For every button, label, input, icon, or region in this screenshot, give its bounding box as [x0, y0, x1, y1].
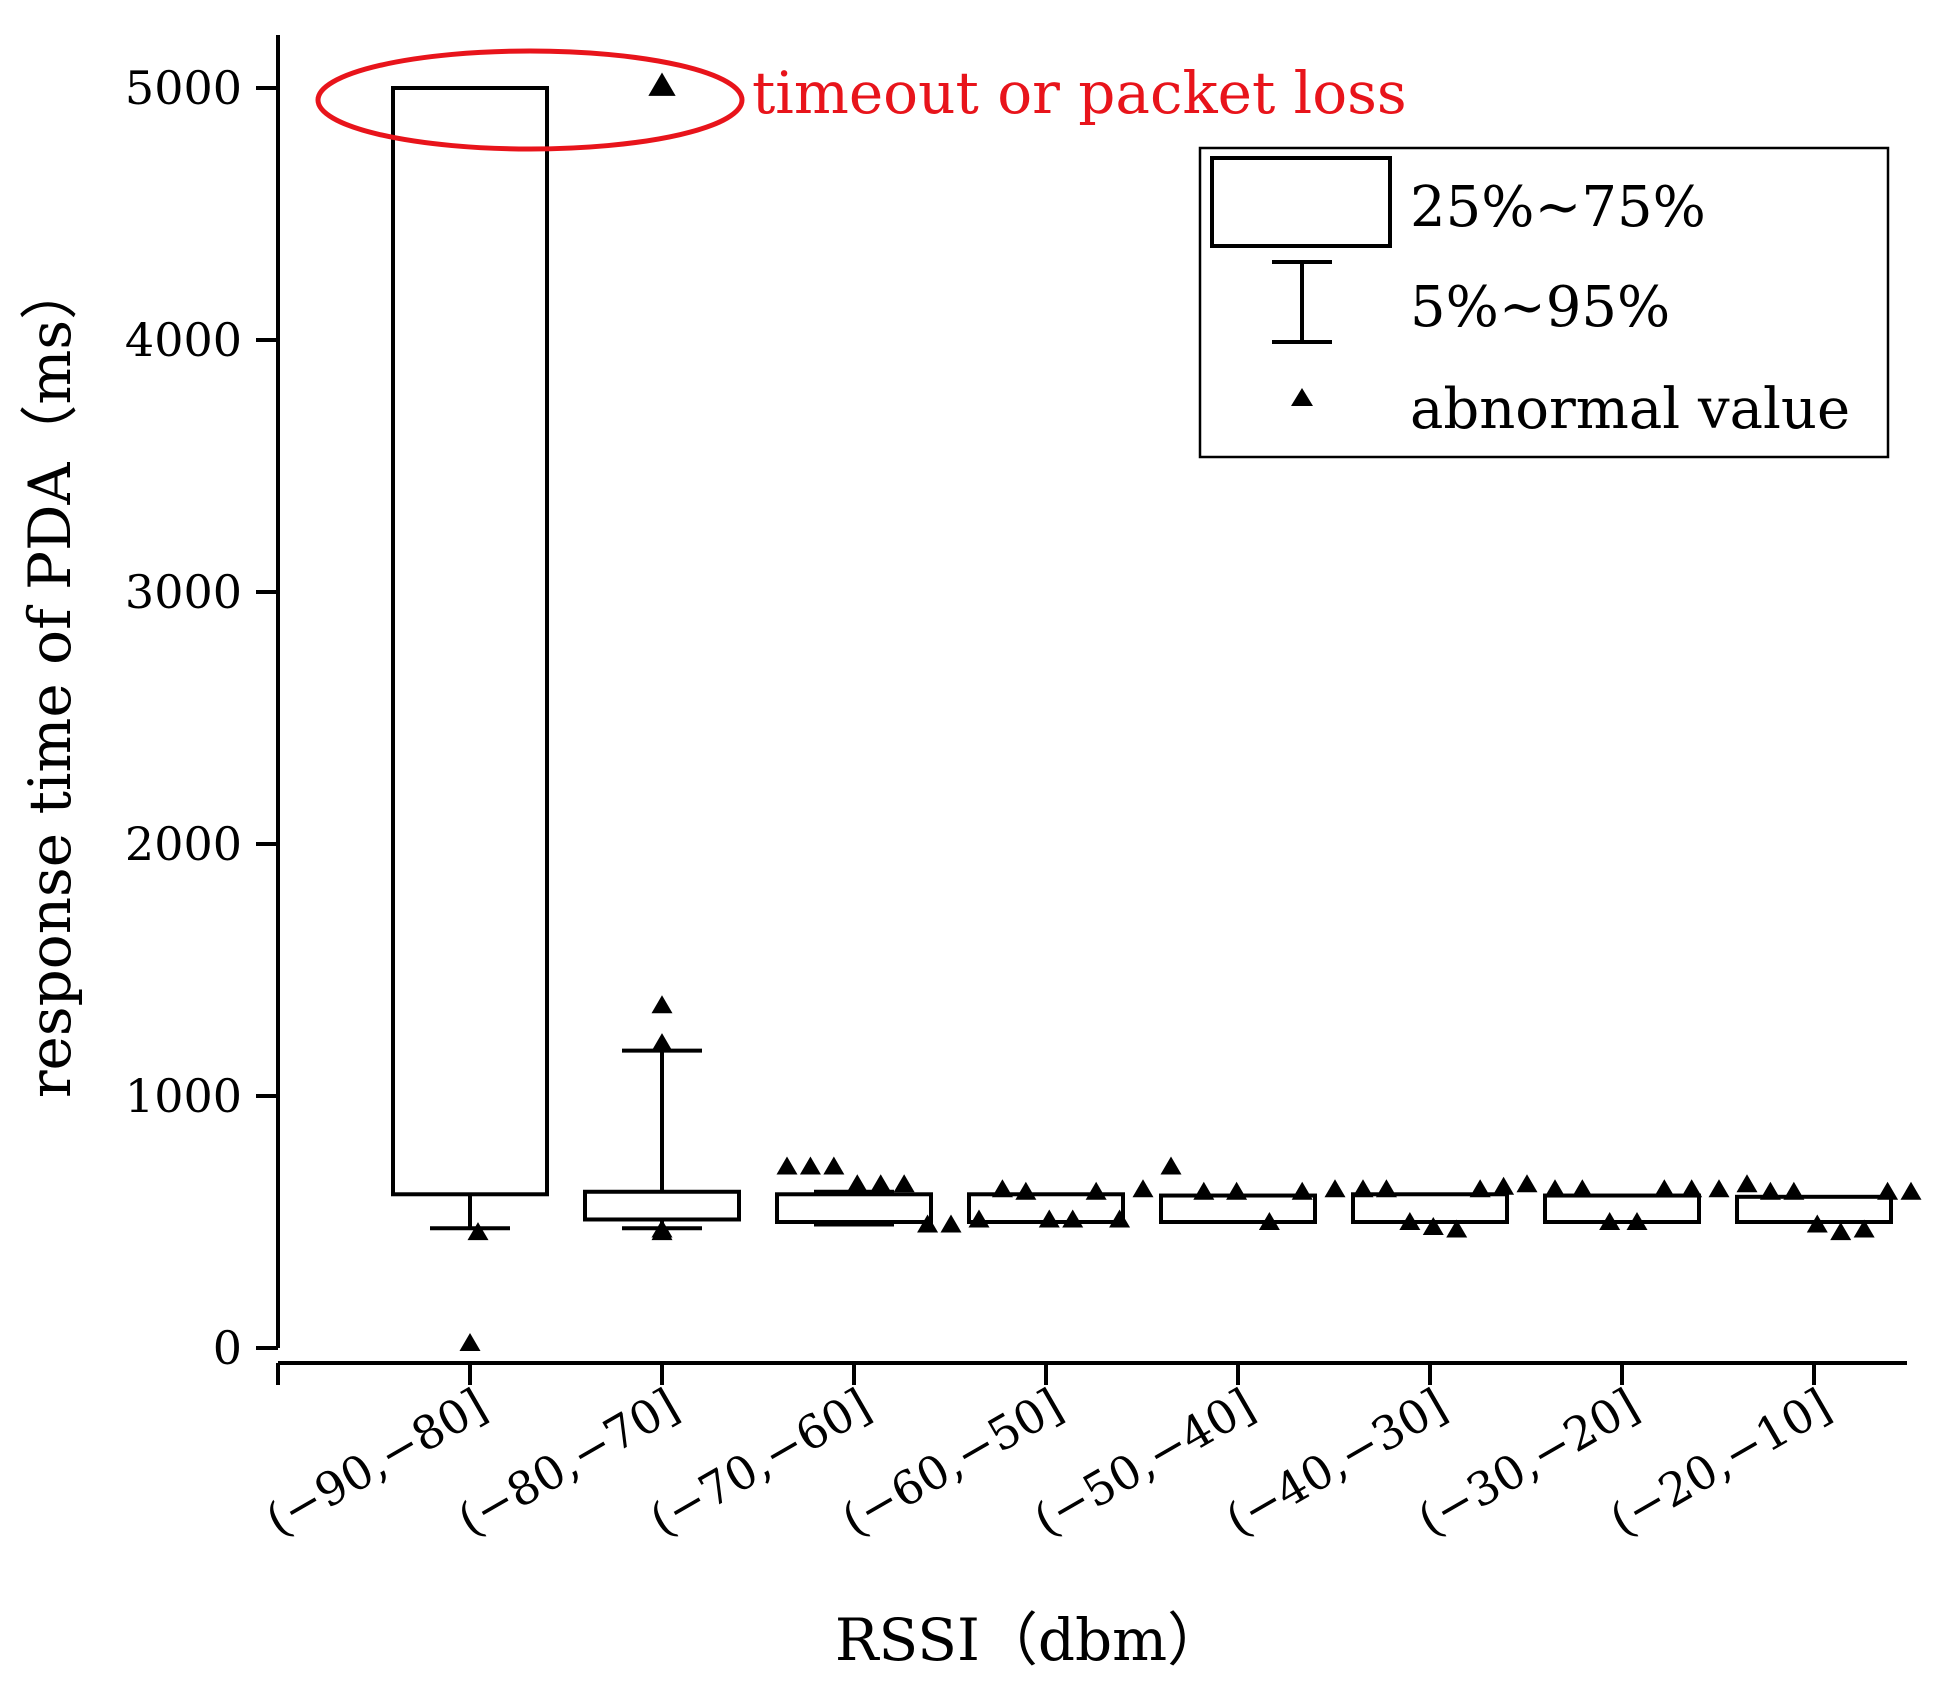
outlier-marker: [870, 1174, 892, 1193]
box-iqr: [1735, 1194, 1893, 1225]
outlier-marker: [823, 1156, 845, 1175]
y-tick-label: 1000: [125, 1069, 242, 1123]
outlier-marker: [1516, 1174, 1538, 1193]
y-tick-label: 2000: [125, 817, 242, 871]
outlier-marker: [1469, 1179, 1491, 1198]
outlier-marker: [1708, 1179, 1730, 1198]
legend-whisker-symbol: [1272, 260, 1332, 344]
outlier-marker: [1571, 1179, 1593, 1198]
legend-box-symbol: [1210, 156, 1392, 248]
box-group: [775, 1189, 933, 1227]
outlier-marker: [1160, 1156, 1182, 1175]
legend-label-abnormal: abnormal value: [1410, 377, 1850, 442]
box-group: [1159, 1193, 1317, 1225]
box-iqr: [583, 1189, 741, 1222]
outlier-marker: [459, 1332, 481, 1351]
outlier-marker: [1375, 1179, 1397, 1198]
outlier-marker: [799, 1156, 821, 1175]
legend-label-iqr: 25%~75%: [1410, 175, 1706, 240]
outlier-marker: [1783, 1181, 1805, 1200]
y-tick-label: 5000: [125, 61, 242, 115]
outlier-marker: [1258, 1212, 1280, 1230]
box-iqr: [1159, 1193, 1317, 1225]
outlier-marker: [917, 1214, 939, 1233]
outlier-marker: [651, 995, 673, 1014]
outlier-marker: [1062, 1209, 1084, 1228]
annotation-ellipse: [315, 48, 745, 152]
y-tick-label: 3000: [125, 565, 242, 619]
outlier-marker: [1853, 1219, 1875, 1238]
outlier-marker: [940, 1214, 962, 1233]
outlier-marker: [1493, 1176, 1515, 1195]
box-iqr: [1351, 1192, 1509, 1225]
y-tick-label: 0: [213, 1321, 242, 1375]
outlier-marker: [1626, 1212, 1648, 1230]
outlier-marker: [651, 1033, 673, 1052]
annotation-text: timeout or packet loss: [752, 59, 1407, 127]
outlier-marker: [1015, 1181, 1037, 1200]
box-iqr: [775, 1192, 933, 1225]
box-iqr: [391, 86, 549, 1197]
box-group: [583, 1048, 741, 1231]
outlier-marker: [1806, 1214, 1828, 1233]
outlier-marker: [1038, 1209, 1060, 1228]
outlier-marker: [1109, 1209, 1131, 1228]
box-group: [1351, 1192, 1509, 1225]
legend-label-range: 5%~95%: [1410, 275, 1670, 340]
boxes-layer: [391, 86, 1893, 1231]
outlier-marker: [1132, 1179, 1154, 1198]
outlier-marker: [648, 72, 676, 96]
outlier-marker: [1877, 1181, 1899, 1200]
legend: 25%~75% 5%~95% abnormal value: [1198, 146, 1890, 459]
outlier-marker: [1544, 1179, 1566, 1198]
outliers-layer: [459, 72, 1922, 1351]
outlier-marker: [1352, 1179, 1374, 1198]
legend-marker-symbol: [1291, 388, 1313, 406]
outlier-marker: [776, 1156, 798, 1175]
box-iqr: [1543, 1193, 1701, 1225]
outlier-marker: [1085, 1181, 1107, 1200]
x-tick-label: (−40,−30]: [1217, 1378, 1456, 1547]
outlier-marker: [1736, 1174, 1758, 1193]
outlier-marker: [1599, 1212, 1621, 1230]
x-axis-title: RSSI（dbm）: [835, 1606, 1225, 1674]
x-tick-label: (−90,−80]: [257, 1378, 496, 1547]
outlier-marker: [991, 1179, 1013, 1198]
outlier-marker: [467, 1222, 489, 1241]
outlier-marker: [1226, 1181, 1248, 1200]
x-tick-label: (−70,−60]: [641, 1378, 880, 1547]
x-tick-label: (−20,−10]: [1601, 1378, 1840, 1547]
x-tick-label: (−80,−70]: [449, 1378, 688, 1547]
x-tick-label: (−30,−20]: [1409, 1378, 1648, 1547]
y-axis-title: response time of PDA（ms）: [16, 262, 84, 1098]
box-group: [391, 86, 549, 1231]
outlier-marker: [1653, 1179, 1675, 1198]
outlier-marker: [1399, 1212, 1421, 1230]
outlier-marker: [651, 1222, 673, 1241]
x-tick-label: (−50,−40]: [1025, 1378, 1264, 1547]
outlier-marker: [1759, 1181, 1781, 1200]
outlier-marker: [1681, 1179, 1703, 1198]
outlier-marker: [1291, 1181, 1313, 1200]
outlier-marker: [1193, 1181, 1215, 1200]
outlier-marker: [1324, 1179, 1346, 1198]
outlier-marker: [1446, 1219, 1468, 1238]
outlier-marker: [1422, 1217, 1444, 1236]
outlier-marker: [1900, 1181, 1922, 1200]
outlier-marker: [968, 1209, 990, 1228]
outlier-marker: [846, 1174, 868, 1193]
x-tick-label: (−60,−50]: [833, 1378, 1072, 1547]
outlier-marker: [1830, 1222, 1852, 1241]
outlier-marker: [893, 1174, 915, 1193]
box-group: [1735, 1194, 1893, 1225]
box-group: [1543, 1193, 1701, 1225]
y-tick-label: 4000: [125, 313, 242, 367]
